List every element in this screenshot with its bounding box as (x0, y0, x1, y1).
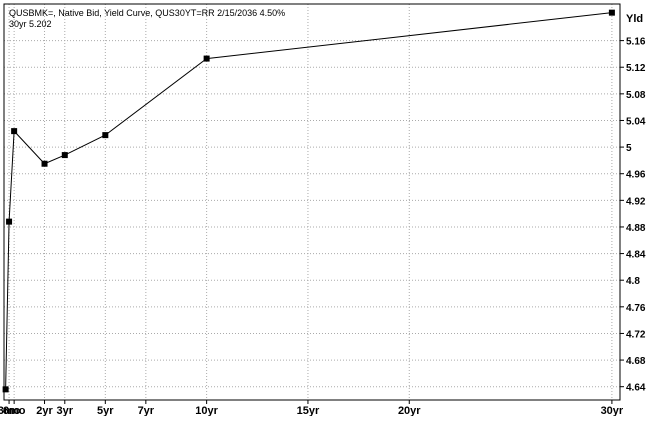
y-tick-label: 5.08 (626, 90, 646, 101)
x-tick-label: 10yr (195, 405, 218, 416)
chart-title: QUSBMK=, Native Bid, Yield Curve, QUS30Y… (9, 8, 285, 18)
series-layer (2, 9, 615, 393)
y-tick-label: 4.72 (626, 329, 646, 340)
data-point (102, 132, 109, 139)
data-point (608, 9, 615, 16)
x-tick-label: 7yr (138, 405, 155, 416)
data-point (11, 128, 18, 135)
data-point (41, 160, 48, 167)
y-unit-label: Yld (626, 13, 643, 25)
chart-subtitle: 30yr 5.202 (9, 19, 52, 29)
x-tick-label: 20yr (398, 405, 421, 416)
plot-frame (3, 3, 621, 401)
y-tick-label: 5.04 (626, 116, 646, 127)
x-tick-label: 2yr (36, 405, 53, 416)
data-point (203, 55, 210, 62)
y-tick-label: 4.96 (626, 170, 646, 181)
y-tick-label: 5.12 (626, 63, 646, 74)
x-tick-label: 3mo (0, 405, 21, 416)
axis-layer: 5.16 5.12 5.08 5.04 5 4.96 4.92 4.88 4.84 4.8 4.76… (0, 37, 646, 417)
y-tick-label: 4.64 (626, 383, 646, 394)
x-tick-label: 15yr (297, 405, 320, 416)
x-tick-label: 30yr (601, 405, 624, 416)
y-tick-label: 5 (626, 143, 632, 154)
grid-layer (4, 4, 620, 400)
data-point (61, 152, 68, 159)
data-point (6, 218, 13, 225)
y-tick-label: 4.76 (626, 303, 646, 314)
y-tick-label: 4.68 (626, 356, 646, 367)
y-tick-label: 4.84 (626, 250, 646, 261)
x-tick-label: 5yr (97, 405, 114, 416)
y-tick-label: 4.8 (626, 276, 640, 287)
y-tick-label: 4.88 (626, 223, 646, 234)
data-point (2, 386, 9, 393)
y-tick-label: 5.16 (626, 37, 646, 48)
x-tick-label: 6mo (3, 405, 26, 416)
series-line (5, 12, 612, 390)
y-tick-label: 4.92 (626, 196, 646, 207)
x-tick-label: 3yr (57, 405, 74, 416)
